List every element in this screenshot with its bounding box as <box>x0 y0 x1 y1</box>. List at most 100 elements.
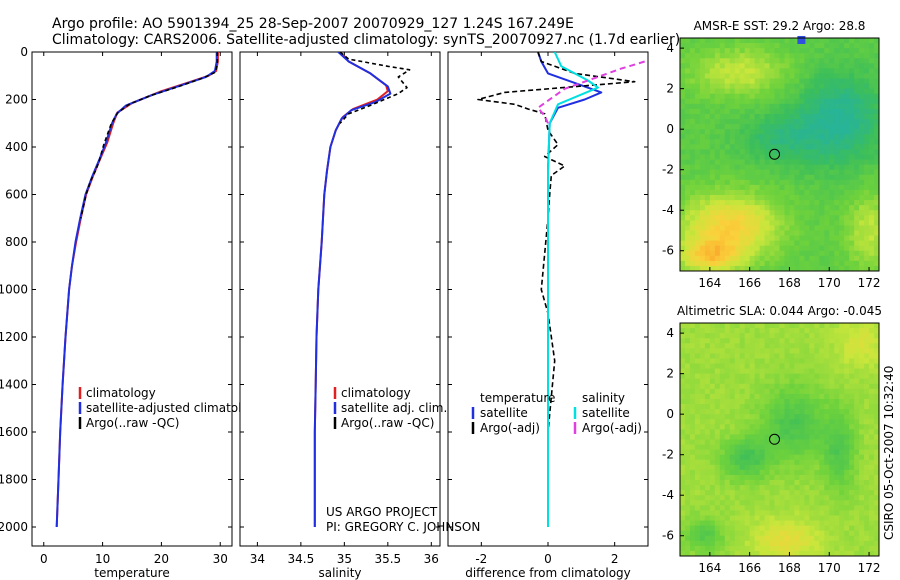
sla_map-cell <box>739 464 746 471</box>
sst_map-cell <box>819 179 825 186</box>
sla_map-cell <box>709 540 716 547</box>
sla_map-cell <box>754 348 761 354</box>
sst_map-cell <box>704 250 711 257</box>
sst_map-cell <box>744 144 751 150</box>
sst_map-cell <box>754 113 761 120</box>
sst_map-cell <box>789 108 795 115</box>
sst_map-cell <box>699 240 706 247</box>
sla_map-cell <box>819 404 825 410</box>
sla_map-cell <box>744 464 751 471</box>
sla_map-cell <box>709 449 716 456</box>
sla_map-cell <box>824 393 830 400</box>
sst_map-cell <box>709 38 716 44</box>
sst_map-cell <box>694 63 701 69</box>
sst_map-cell <box>789 164 795 171</box>
sla_map-cell <box>829 333 835 339</box>
sst_map-cell <box>704 220 711 226</box>
sla_map-cell <box>839 383 845 390</box>
sla_map-cell <box>694 414 701 420</box>
sla_map-cell <box>789 383 795 390</box>
sst_map-cell <box>714 220 721 226</box>
sla_map-cell <box>874 409 880 415</box>
sla_map-cell <box>724 515 731 521</box>
sla_map-cell <box>779 383 785 390</box>
sla_map-cell <box>739 495 746 501</box>
salinity-legend-entry: climatology <box>341 386 411 400</box>
sla_map-cell <box>849 373 855 380</box>
sst_map-cell <box>714 225 721 231</box>
sla_map-cell <box>699 525 706 532</box>
sst_map-cell <box>794 43 800 49</box>
sla_map-cell <box>864 530 870 537</box>
sst_map-cell <box>844 48 850 54</box>
sla_map-cell <box>684 419 691 425</box>
sst_map-cell <box>799 240 805 247</box>
sst_map-cell <box>714 113 721 120</box>
sst_map-cell <box>839 169 845 176</box>
sla_map-cell <box>809 368 815 375</box>
sla_map-cell <box>844 485 850 491</box>
sst_map-cell <box>734 139 741 145</box>
sla_map-cell <box>859 520 865 527</box>
sla_map-cell <box>809 338 815 344</box>
sst_map-cell <box>729 134 736 140</box>
sst_map-cell <box>734 189 741 196</box>
sst_map-title: AMSR-E SST: 29.2 Argo: 28.8 <box>694 19 866 33</box>
sst_map-cell <box>684 179 691 186</box>
sst_map-cell <box>859 108 865 115</box>
sla_map-cell <box>854 424 860 430</box>
sst_map-cell <box>789 174 795 181</box>
sla_map-cell <box>869 515 875 521</box>
sst_map-cell <box>769 119 775 125</box>
sst_map-cell <box>704 129 711 135</box>
sst_map-cell <box>764 119 770 125</box>
sst_map-cell <box>744 159 751 166</box>
sla_map-cell <box>729 328 736 334</box>
sst_map-cell <box>804 93 810 100</box>
sst_map-cell <box>874 220 880 226</box>
sst_map-cell <box>864 63 870 69</box>
sla_map-cell <box>799 393 805 400</box>
sla_map-cell <box>869 530 875 537</box>
sla_map-cell <box>729 540 736 547</box>
sst_map-cell <box>809 210 815 216</box>
sst_map-cell <box>704 260 711 267</box>
sst_map-cell <box>680 38 686 44</box>
sla_map-cell <box>779 505 785 511</box>
sla_map-cell <box>714 540 721 547</box>
sst_map-cell <box>809 63 815 69</box>
sla_map-cell <box>824 424 830 430</box>
sst_map-cell <box>699 78 706 84</box>
sst_map-cell <box>774 210 780 216</box>
sst_map-cell <box>739 255 746 262</box>
sla_map-cell <box>769 550 775 557</box>
sla_map-cell <box>754 515 761 521</box>
sla_map-cell <box>834 373 840 380</box>
sst_map-cell <box>839 88 845 95</box>
sst_map-cell <box>869 58 875 64</box>
sst_map-cell <box>819 48 825 54</box>
sst_map-cell <box>829 139 835 145</box>
sla_map-cell <box>714 485 721 491</box>
sla_map-cell <box>829 373 835 380</box>
sst_map-cell <box>680 169 686 176</box>
sst_map-cell <box>789 38 795 44</box>
sst_map-cell <box>680 154 686 160</box>
sst_map-cell <box>839 159 845 166</box>
sst_map-cell <box>834 210 840 216</box>
sla_map-cell <box>714 419 721 425</box>
sst_map-cell <box>814 195 820 201</box>
sla_map-cell <box>784 510 790 516</box>
sla_map-cell <box>694 393 701 400</box>
sla_map-cell <box>784 409 790 415</box>
sst_map-cell <box>694 154 701 160</box>
sla_map-cell <box>684 388 691 395</box>
sst_map-cell <box>834 68 840 74</box>
sla_map-cell <box>849 464 855 471</box>
sst_map-cell <box>754 124 761 130</box>
sst_map-cell <box>704 189 711 196</box>
sst_map-cell <box>680 220 686 226</box>
sla_map-cell <box>829 464 835 471</box>
sla_map-cell <box>734 485 741 491</box>
sla_map-cell <box>734 490 741 496</box>
